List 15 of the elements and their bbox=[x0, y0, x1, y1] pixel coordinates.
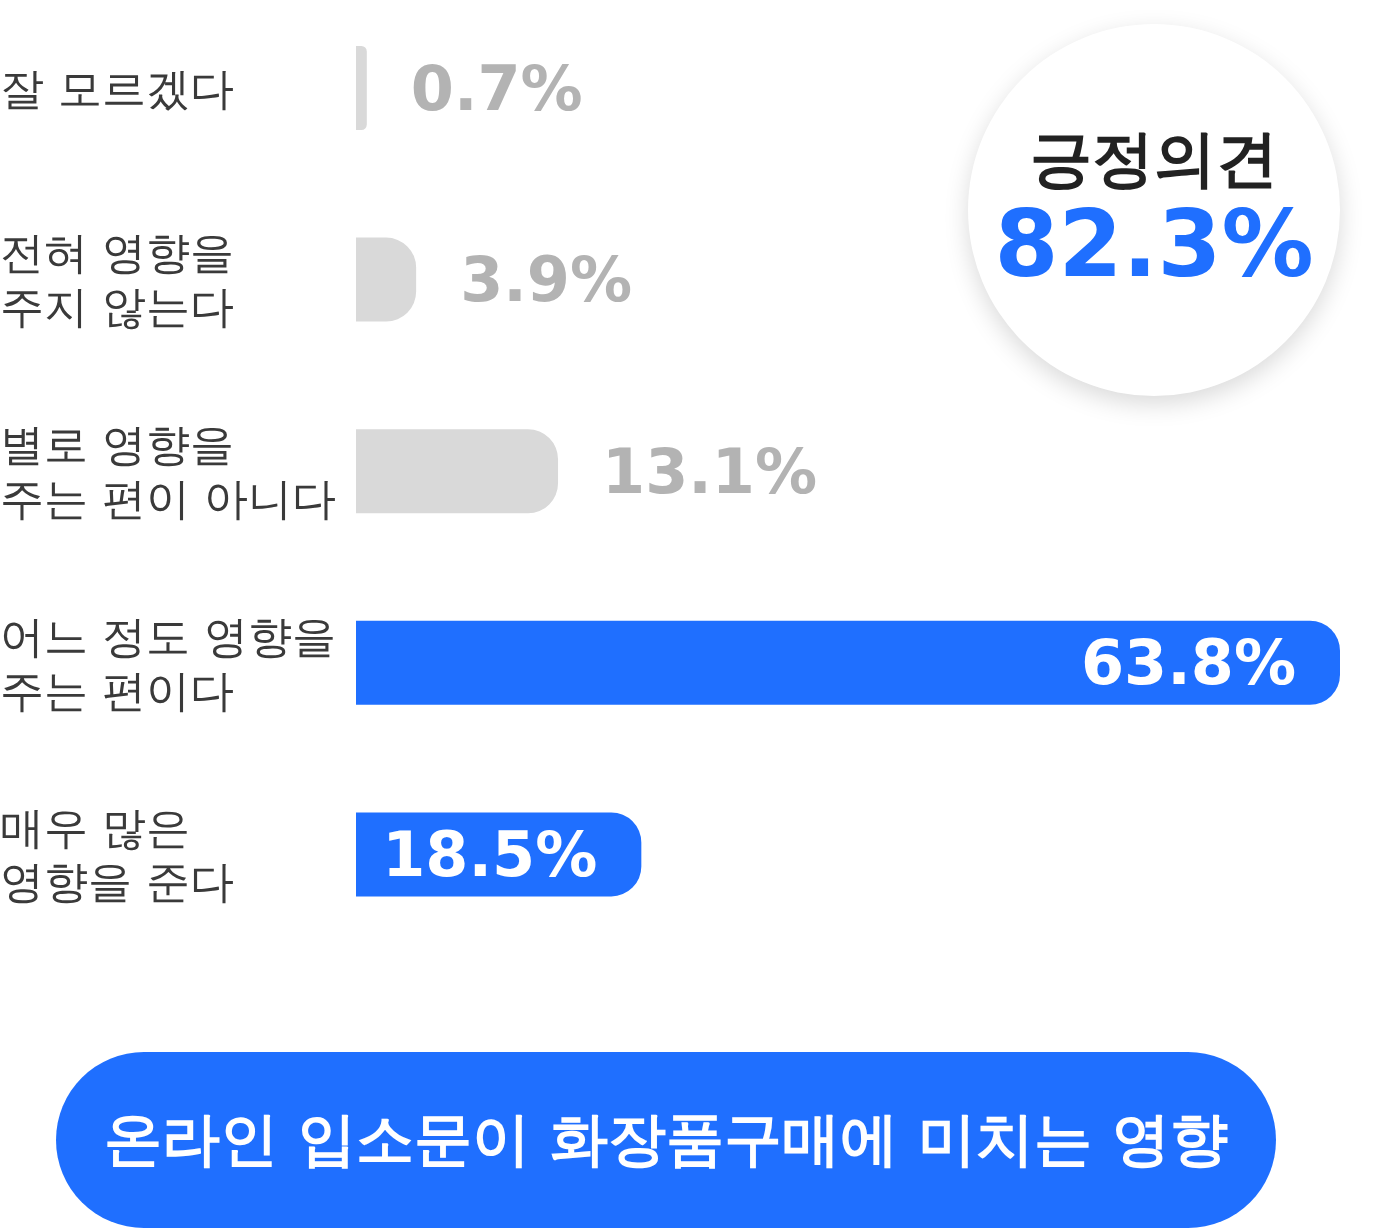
bar bbox=[356, 429, 559, 514]
data-label: 3.9% bbox=[460, 243, 633, 317]
data-label: 13.1% bbox=[602, 434, 818, 508]
data-label: 18.5% bbox=[382, 817, 598, 891]
y-tick-label: 별로 영향을 주는 편이 아니다 bbox=[0, 418, 336, 524]
y-tick-label: 매우 많은 영향을 준다 bbox=[0, 801, 234, 907]
y-tick-label: 잘 모르겠다 bbox=[0, 62, 234, 114]
y-tick-label: 어느 정도 영향을 주는 편이다 bbox=[0, 610, 336, 716]
data-label: 63.8% bbox=[1080, 626, 1296, 700]
y-tick-label: 전혀 영향을 주지 않는다 bbox=[0, 226, 234, 332]
bar bbox=[356, 620, 1340, 705]
circle-card: 긍정의견 82.3% bbox=[968, 24, 1340, 396]
data-label: 0.7% bbox=[410, 51, 583, 125]
text: 온라인 입소문이 화장품구매에 미치는 영향 bbox=[103, 1104, 1229, 1175]
bar bbox=[356, 46, 367, 130]
